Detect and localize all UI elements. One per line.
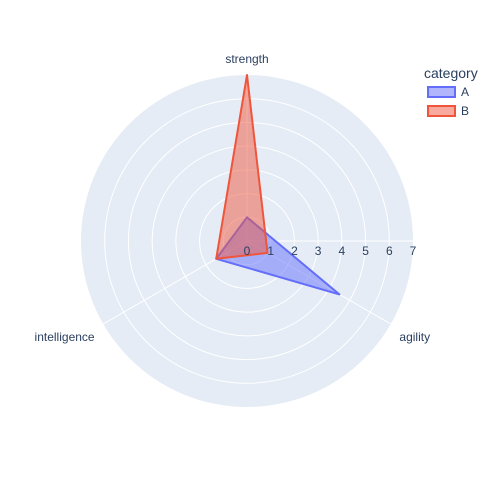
radial-tick-label: 1: [267, 244, 274, 258]
axis-label-agility: agility: [399, 330, 430, 344]
legend-item-a[interactable]: A: [427, 85, 469, 99]
radial-tick-labels: 0 1 2 3 4 5 6 7: [244, 244, 417, 258]
radial-tick-label: 6: [386, 244, 393, 258]
radial-tick-label: 0: [244, 244, 251, 258]
legend-swatch: [427, 86, 456, 98]
angular-axis-labels: strength agility intelligence: [35, 52, 431, 344]
legend-label: B: [461, 104, 469, 118]
legend-label: A: [461, 85, 469, 99]
radial-tick-label: 3: [315, 244, 322, 258]
legend-item-b[interactable]: B: [427, 104, 469, 118]
legend-title: category: [424, 65, 478, 81]
axis-label-intelligence: intelligence: [35, 330, 95, 344]
series-b-area: [215, 74, 269, 260]
legend: category AB: [424, 65, 478, 118]
radial-tick-label: 2: [291, 244, 298, 258]
axis-label-strength: strength: [225, 52, 268, 66]
radial-tick-label: 7: [410, 244, 417, 258]
legend-swatch: [427, 105, 456, 117]
radial-tick-label: 4: [339, 244, 346, 258]
radial-tick-label: 5: [362, 244, 369, 258]
series-layer: [215, 74, 341, 296]
